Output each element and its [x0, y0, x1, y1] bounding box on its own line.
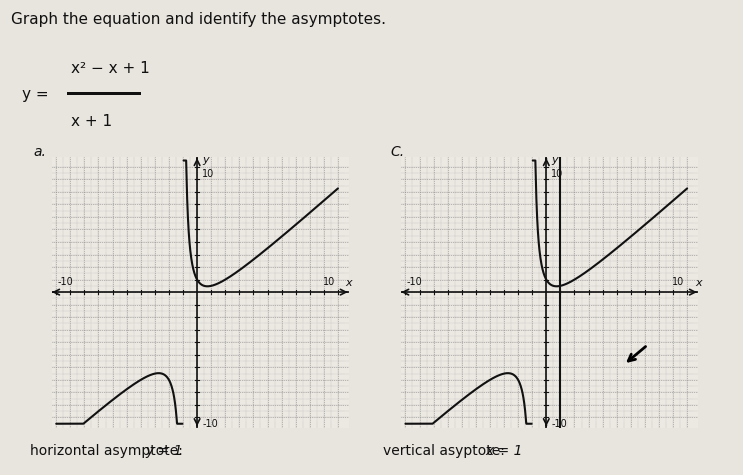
Text: y: y: [551, 155, 558, 165]
Text: x = 1: x = 1: [485, 445, 522, 458]
Text: Graph the equation and identify the asymptotes.: Graph the equation and identify the asym…: [11, 12, 386, 27]
Text: -10: -10: [58, 277, 74, 287]
Text: 10: 10: [672, 277, 684, 287]
Text: -10: -10: [407, 277, 423, 287]
Text: y = 1: y = 1: [145, 445, 182, 458]
Text: x + 1: x + 1: [71, 114, 111, 129]
Text: vertical asyptote:: vertical asyptote:: [383, 445, 509, 458]
Text: x² − x + 1: x² − x + 1: [71, 61, 149, 76]
Text: a.: a.: [33, 145, 46, 159]
Text: y: y: [202, 155, 209, 165]
Text: x: x: [345, 278, 352, 288]
Text: -10: -10: [202, 419, 218, 429]
Text: 10: 10: [551, 169, 563, 179]
Text: horizontal asymptote:: horizontal asymptote:: [30, 445, 187, 458]
Text: y =: y =: [22, 87, 49, 103]
Text: -10: -10: [551, 419, 567, 429]
Text: x: x: [695, 278, 701, 288]
Text: 10: 10: [202, 169, 214, 179]
Text: C.: C.: [390, 145, 404, 159]
Text: 10: 10: [323, 277, 335, 287]
